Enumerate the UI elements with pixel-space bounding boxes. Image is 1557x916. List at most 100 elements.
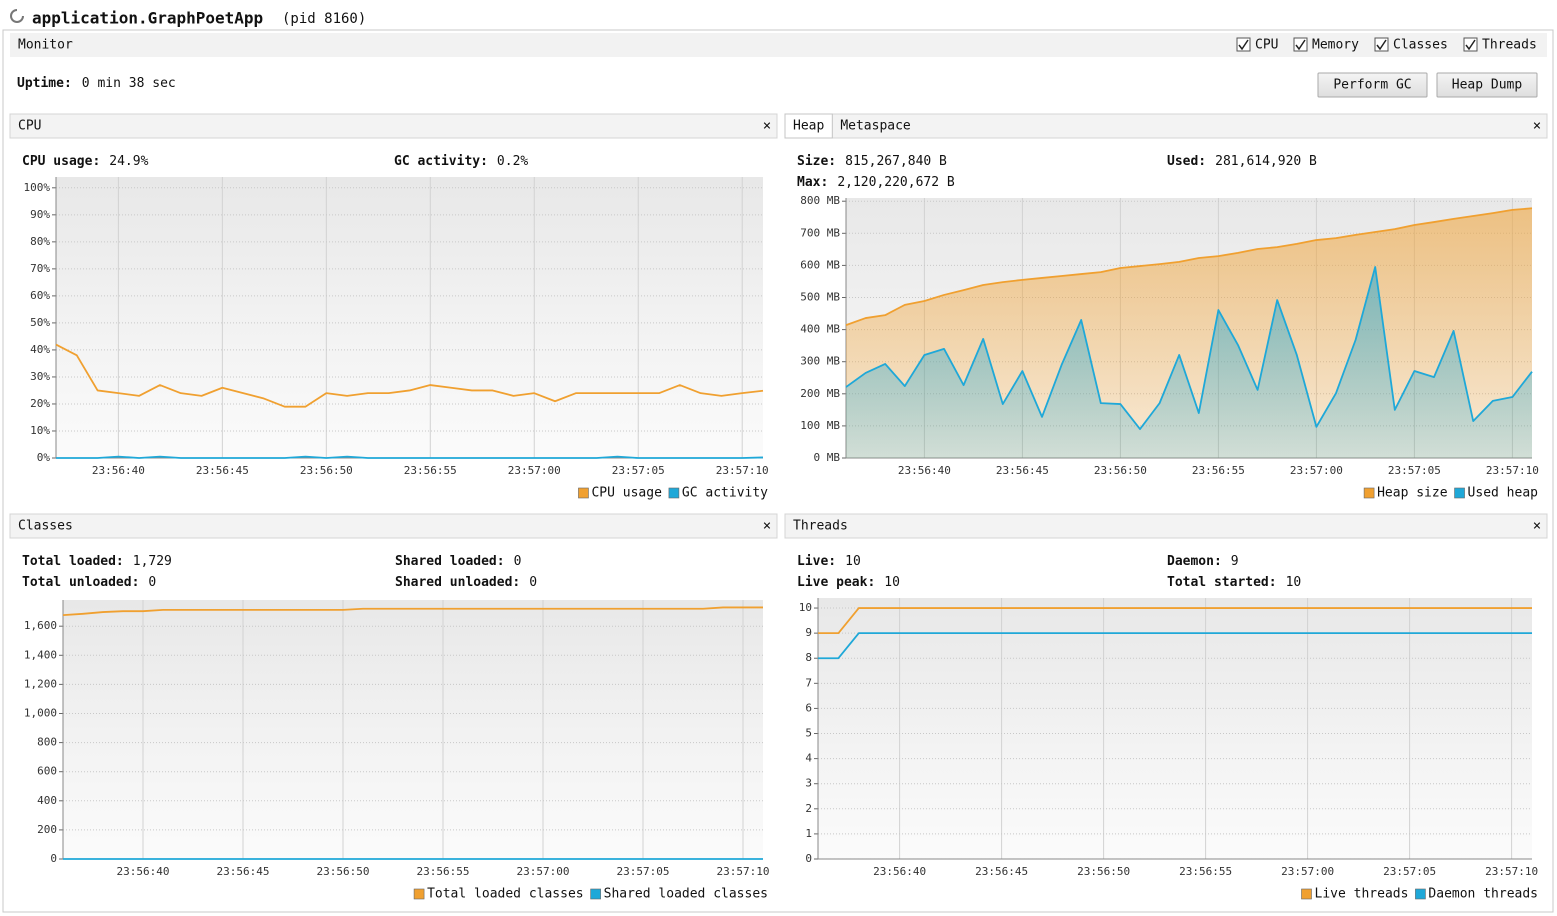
legend-swatch	[578, 487, 589, 499]
x-tick-label: 23:57:10	[1486, 464, 1539, 477]
app-pid: (pid 8160)	[282, 11, 366, 27]
panel-close[interactable]: ×	[1533, 118, 1541, 134]
stat-label: Live peak:	[797, 575, 875, 590]
panel-close[interactable]: ×	[1533, 518, 1541, 534]
y-tick-label: 1	[805, 827, 812, 840]
panel-close[interactable]: ×	[763, 518, 771, 534]
y-tick-label: 0%	[37, 451, 51, 464]
y-tick-label: 50%	[30, 316, 50, 329]
checkbox-check	[1295, 39, 1306, 51]
checkbox-check	[1465, 39, 1476, 51]
button[interactable]: Perform GC	[1317, 72, 1428, 98]
checkbox-label: CPU	[1255, 38, 1278, 53]
x-tick-label: 23:56:50	[1077, 865, 1130, 878]
checkbox[interactable]: Classes	[1374, 37, 1448, 53]
line	[845, 266, 1533, 431]
spinner-icon	[10, 9, 24, 23]
legend-swatch	[590, 888, 601, 900]
y-tick-label: 0	[805, 852, 812, 865]
stat-value: 0	[148, 575, 156, 590]
checkbox-label: Memory	[1312, 38, 1359, 53]
stat: Shared loaded: 0	[395, 554, 521, 569]
stat: Total loaded: 1,729	[22, 554, 172, 569]
button[interactable]: Heap Dump	[1436, 72, 1538, 98]
stat-value: 10	[884, 575, 900, 590]
panel-tab-selected	[784, 113, 833, 139]
y-tick-label: 70%	[30, 262, 50, 275]
legend-label: Shared loaded classes	[604, 887, 768, 902]
y-tick-label: 6	[805, 701, 812, 714]
x-tick-label: 23:57:00	[517, 865, 570, 878]
panel-tab[interactable]: Heap	[793, 119, 824, 134]
x-tick-label: 23:57:05	[612, 464, 665, 477]
stat: Live peak: 10	[797, 575, 900, 590]
stat: Live: 10	[797, 554, 861, 569]
monitor-bar	[10, 33, 1547, 57]
monitor-tab[interactable]: Monitor	[18, 38, 73, 53]
stat-value: 0.2%	[497, 154, 528, 169]
stat: GC activity: 0.2%	[394, 154, 528, 169]
uptime-label: Uptime:	[17, 76, 72, 91]
panel-tab[interactable]: Metaspace	[840, 119, 911, 134]
checkbox[interactable]: Threads	[1463, 37, 1537, 53]
y-tick-label: 1,600	[24, 619, 57, 632]
legend-swatch	[668, 487, 680, 499]
stat: Shared unloaded: 0	[395, 575, 537, 590]
stat-label: Total unloaded:	[22, 575, 139, 590]
line	[56, 455, 764, 459]
x-tick-label: 23:56:45	[996, 464, 1049, 477]
stat-label: Live:	[797, 554, 836, 569]
line	[55, 343, 764, 408]
y-tick-label: 4	[805, 752, 812, 765]
stat-value: 815,267,840 B	[845, 154, 947, 169]
stat: Total unloaded: 0	[22, 575, 156, 590]
checkbox[interactable]: Memory	[1293, 37, 1359, 53]
x-tick-label: 23:56:45	[975, 865, 1028, 878]
y-tick-label: 400	[37, 794, 57, 807]
x-tick-label: 23:57:00	[1290, 464, 1343, 477]
checkbox[interactable]: CPU	[1236, 37, 1278, 53]
panel-tab: CPU	[18, 119, 41, 134]
y-tick-label: 800	[37, 736, 57, 749]
stat-value: 9	[1231, 554, 1239, 569]
x-tick-label: 23:56:55	[404, 464, 457, 477]
stat-value: 10	[845, 554, 861, 569]
checkbox-label: Classes	[1393, 38, 1448, 53]
y-tick-label: 7	[805, 676, 812, 689]
stat-label: Total loaded:	[22, 554, 124, 569]
y-tick-label: 600	[37, 765, 57, 778]
stat-label: Daemon:	[1167, 554, 1222, 569]
y-tick-label: 80%	[30, 235, 50, 248]
x-tick-label: 23:57:00	[1281, 865, 1334, 878]
y-tick-label: 3	[805, 777, 812, 790]
legend-label: CPU usage	[591, 486, 662, 501]
button-label: Heap Dump	[1452, 78, 1523, 93]
legend-swatch	[1363, 487, 1375, 499]
y-tick-label: 800 MB	[800, 194, 840, 207]
button-label: Perform GC	[1333, 78, 1411, 93]
legend-label: Total loaded classes	[427, 887, 584, 902]
y-tick-label: 90%	[30, 208, 50, 221]
stat-label: Max:	[797, 175, 828, 190]
app-title: application.GraphPoetApp	[32, 9, 263, 28]
panel-header	[784, 513, 1548, 539]
panel-tab: Threads	[793, 519, 848, 534]
x-tick-label: 23:56:40	[92, 464, 145, 477]
y-tick-label: 100%	[24, 181, 51, 194]
checkbox-check	[1238, 39, 1249, 51]
panel-close[interactable]: ×	[763, 118, 771, 134]
stat-value: 0	[514, 554, 522, 569]
legend-swatch	[1415, 888, 1426, 900]
panel-header	[9, 113, 778, 139]
stat-label: CPU usage:	[22, 154, 100, 169]
stat-value: 281,614,920 B	[1215, 154, 1317, 169]
stat: Total started: 10	[1167, 575, 1301, 590]
checkbox-box	[1293, 37, 1308, 52]
stat: Daemon: 9	[1167, 554, 1239, 569]
x-tick-label: 23:56:40	[873, 865, 926, 878]
stat: CPU usage: 24.9%	[22, 154, 149, 169]
button-face	[1436, 72, 1538, 98]
plot-area	[63, 600, 763, 859]
x-tick-label: 23:56:55	[1179, 865, 1232, 878]
